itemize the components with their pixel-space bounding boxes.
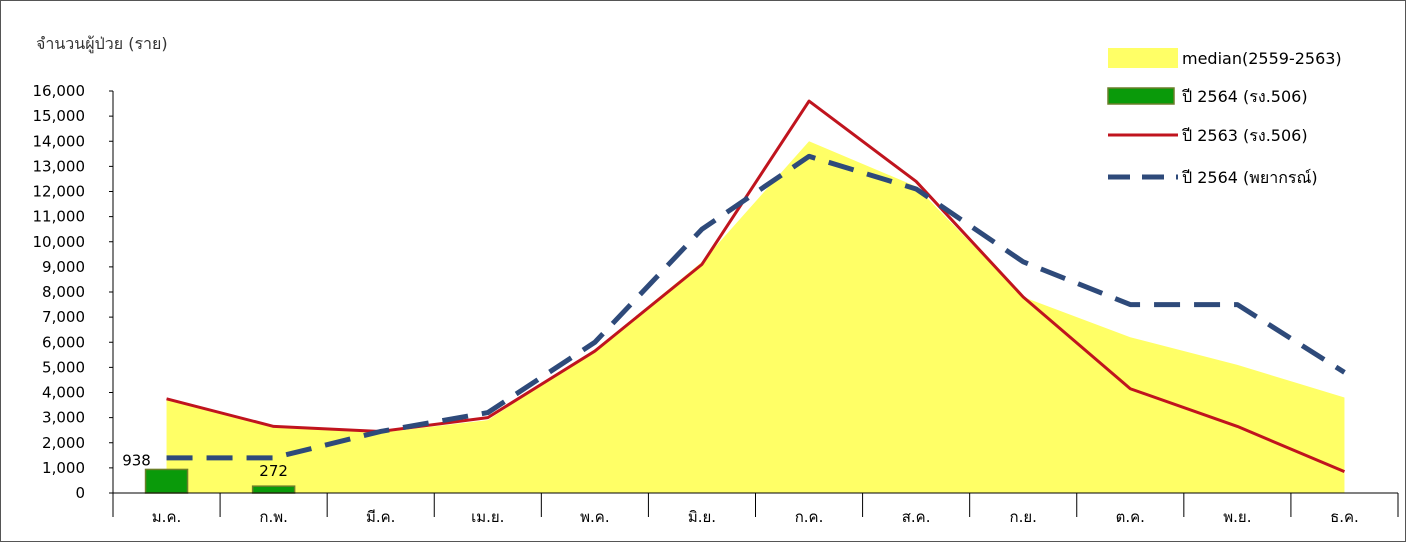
y-tick-label: 0 (75, 484, 85, 502)
y-tick-label: 6,000 (42, 333, 85, 351)
y-tick-label: 4,000 (42, 384, 85, 402)
x-tick-label: มี.ค. (366, 508, 395, 526)
y-tick-label: 5,000 (42, 358, 85, 376)
axis-layer: 0 1,000 2,000 3,000 4,000 5,000 6,000 7,000 8,00… (33, 82, 1399, 526)
y-tick-label: 3,000 (42, 409, 85, 427)
median-area (166, 141, 1345, 493)
x-tick-label: เม.ย. (471, 508, 504, 526)
bar-ม.ค. (144, 468, 189, 494)
x-tick-label: พ.ย. (1223, 508, 1251, 526)
x-tick-label: ก.ค. (795, 508, 824, 526)
x-tick-label: ธ.ค. (1330, 508, 1359, 526)
x-tick-label: ม.ค. (152, 508, 181, 526)
legend: median(2559-2563) ปี 2564 (รง.506) ปี 2563… (1107, 48, 1342, 187)
x-tick-label: ก.ย. (1009, 508, 1036, 526)
x-tick-label: พ.ค. (580, 508, 609, 526)
y-tick-label: 13,000 (33, 157, 86, 175)
x-tick-label: ต.ค. (1116, 508, 1145, 526)
legend-label: ปี 2564 (รง.506) (1182, 87, 1308, 106)
y-tick-label: 2,000 (42, 434, 85, 452)
legend-label: ปี 2563 (รง.506) (1182, 126, 1308, 145)
x-tick-label: ส.ค. (902, 508, 931, 526)
y-tick-label: 1,000 (42, 459, 85, 477)
bar-data-label: 938 (122, 451, 151, 469)
series-line-2563 (166, 99, 1346, 474)
legend-label: median(2559-2563) (1182, 49, 1342, 68)
y-tick-label: 14,000 (33, 132, 86, 150)
y-tick-label: 9,000 (42, 258, 85, 276)
x-tick-label: มิ.ย. (688, 508, 716, 526)
bar-data-label: 272 (259, 462, 288, 480)
y-tick-label: 16,000 (33, 82, 86, 100)
y-tick-label: 11,000 (33, 208, 86, 226)
y-tick-label: 8,000 (42, 283, 85, 301)
line-layer (166, 99, 1346, 474)
legend-label: ปี 2564 (พยากรณ์) (1182, 168, 1318, 187)
y-axis-label: จำนวนผู้ป่วย (ราย) (36, 34, 168, 54)
data-label-layer: 938 272 (122, 451, 288, 480)
y-tick-label: 10,000 (33, 233, 86, 251)
y-tick-label: 7,000 (42, 308, 85, 326)
median-area-layer (166, 141, 1345, 493)
y-tick-label: 15,000 (33, 107, 86, 125)
legend-swatch (1107, 87, 1175, 105)
bar-ก.พ. (251, 485, 296, 494)
y-tick-label: 12,000 (33, 183, 86, 201)
x-tick-label: ก.พ. (259, 508, 288, 526)
legend-swatch (1108, 48, 1178, 68)
